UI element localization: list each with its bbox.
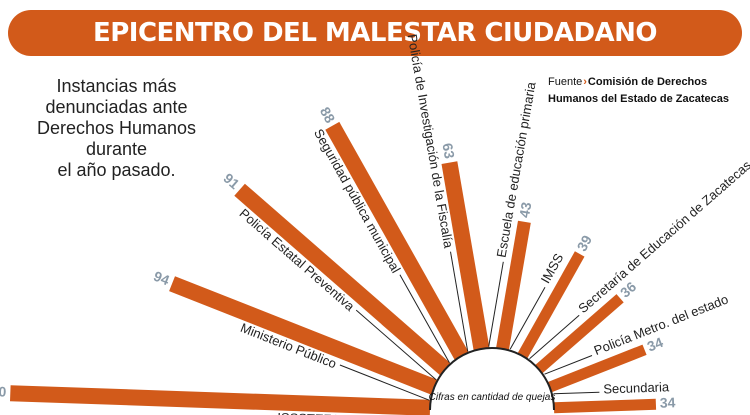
source-credit: Fuente›Comisión de Derechos Humanos del … [548, 74, 748, 108]
bar [547, 344, 647, 393]
value-label: 34 [660, 394, 676, 411]
bar [441, 161, 490, 351]
page-title: EPICENTRO DEL MALESTAR CIUDADANO [92, 18, 658, 48]
leader-line [553, 391, 600, 395]
leader-line [339, 364, 430, 401]
category-label: ISSSTEZAC [277, 410, 350, 415]
subtitle-line: durante [85, 139, 148, 159]
subtitle-line: denunciadas ante [45, 97, 188, 117]
bar [535, 294, 624, 374]
chart-subtitle: Instancias más denunciadas ante Derechos… [14, 76, 219, 181]
bar [496, 220, 531, 350]
subtitle-line: Derechos Humanos [36, 118, 197, 138]
category-label: Seguridad pública municipal [311, 126, 404, 275]
source-name-line1: Comisión de Derechos [587, 76, 708, 88]
value-label: 88 [317, 104, 339, 126]
center-label: Cifras en cantidad de quejas [429, 392, 556, 403]
category-label: Policía de Investigación de la Fiscalía [405, 33, 457, 250]
leader-line [509, 286, 546, 350]
leader-lines-group [339, 251, 600, 401]
leader-line [488, 261, 504, 347]
source-arrow-icon: › [583, 76, 587, 88]
leader-line [399, 274, 450, 364]
value-label: 91 [220, 170, 242, 192]
title-banner: EPICENTRO DEL MALESTAR CIUDADANO [8, 10, 742, 56]
bar [553, 398, 657, 414]
subtitle-line: Instancias más [56, 76, 177, 96]
leader-line [450, 251, 469, 352]
chart-hub [429, 347, 555, 411]
value-label: 43 [516, 201, 534, 219]
bar [10, 385, 431, 415]
leader-line [529, 314, 580, 360]
value-label: 140 [0, 383, 7, 400]
value-label: 94 [151, 268, 172, 289]
category-label: Policía Estatal Preventiva [237, 206, 359, 315]
bar [234, 183, 451, 376]
bar [169, 276, 438, 395]
subtitle-line: el año pasado. [57, 160, 176, 180]
source-name-line2: Humanos del Estado de Zacatecas [548, 93, 729, 105]
leader-line [544, 355, 593, 375]
value-label: 34 [645, 334, 666, 355]
bar [325, 121, 469, 360]
bars-group [10, 121, 657, 415]
value-label: 63 [439, 142, 457, 160]
source-label: Fuente [548, 76, 583, 88]
value-label: 39 [573, 232, 595, 254]
bar [517, 251, 585, 359]
category-label: Secundaria [603, 379, 670, 396]
leader-line [355, 309, 437, 381]
